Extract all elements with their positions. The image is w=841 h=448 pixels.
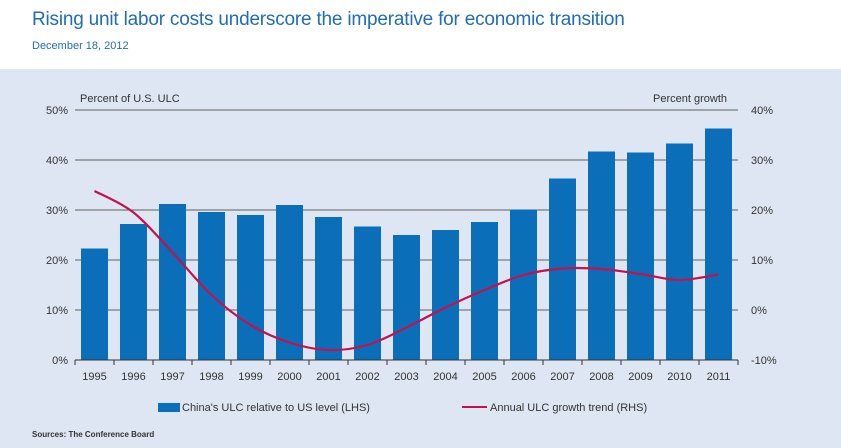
left-tick-label: 20% bbox=[46, 255, 68, 267]
bar bbox=[237, 215, 264, 360]
bar-series bbox=[81, 128, 732, 360]
bar bbox=[159, 204, 186, 360]
right-tick-label: 0% bbox=[751, 305, 767, 317]
bar bbox=[432, 230, 459, 360]
x-tick-label: 1997 bbox=[160, 371, 184, 383]
x-tick-label: 2008 bbox=[589, 371, 613, 383]
bar bbox=[393, 235, 420, 360]
x-tick-label: 2009 bbox=[628, 371, 652, 383]
left-tick-label: 30% bbox=[46, 205, 68, 217]
left-tick-label: 10% bbox=[46, 305, 68, 317]
right-tick-label: 10% bbox=[751, 255, 773, 267]
axes: 0% 10% 20% 30% 40% 50% -10% 0% 10% 20% 30% 40% 1995 1… bbox=[46, 105, 777, 383]
right-axis-title: Percent growth bbox=[653, 93, 727, 105]
legend: China's ULC relative to US level (LHS) A… bbox=[158, 402, 647, 414]
right-tick-label: 40% bbox=[751, 105, 773, 117]
bar bbox=[120, 224, 147, 360]
bar bbox=[354, 226, 381, 360]
x-tick-label: 2006 bbox=[511, 371, 535, 383]
x-tick-label: 1995 bbox=[82, 371, 106, 383]
right-tick-label: 20% bbox=[751, 205, 773, 217]
chart-date: December 18, 2012 bbox=[32, 40, 129, 52]
bar bbox=[627, 152, 654, 360]
bar bbox=[666, 143, 693, 360]
x-tick-label: 2003 bbox=[394, 371, 418, 383]
x-tick-label: 2002 bbox=[355, 371, 379, 383]
growth-trend-line bbox=[93, 190, 719, 352]
bar bbox=[705, 128, 732, 360]
x-tick-label: 1999 bbox=[238, 371, 262, 383]
left-tick-label: 0% bbox=[52, 355, 68, 367]
x-tick-label: 1998 bbox=[199, 371, 223, 383]
x-tick-label: 2007 bbox=[550, 371, 574, 383]
x-tick-label: 2001 bbox=[316, 371, 340, 383]
left-tick-label: 50% bbox=[46, 105, 68, 117]
bar bbox=[276, 205, 303, 360]
right-tick-label: -10% bbox=[751, 355, 777, 367]
right-tick-label: 30% bbox=[751, 155, 773, 167]
line-series bbox=[93, 190, 719, 352]
left-axis-title: Percent of U.S. ULC bbox=[80, 93, 180, 105]
x-tick-label: 1996 bbox=[121, 371, 145, 383]
bar bbox=[588, 151, 615, 360]
x-tick-label: 2005 bbox=[472, 371, 496, 383]
x-tick-label: 2010 bbox=[667, 371, 691, 383]
bar bbox=[510, 209, 537, 360]
left-tick-label: 40% bbox=[46, 155, 68, 167]
bar bbox=[315, 217, 342, 360]
x-tick-label: 2004 bbox=[433, 371, 457, 383]
legend-bar-label: China's ULC relative to US level (LHS) bbox=[182, 402, 370, 414]
x-tick-label: 2011 bbox=[707, 371, 731, 383]
legend-line-label: Annual ULC growth trend (RHS) bbox=[490, 402, 647, 414]
bar bbox=[81, 248, 108, 360]
x-tick-label: 2000 bbox=[277, 371, 301, 383]
source-note: Sources: The Conference Board bbox=[32, 430, 155, 439]
chart-title: Rising unit labor costs underscore the i… bbox=[32, 9, 625, 30]
legend-bar-swatch bbox=[158, 403, 180, 412]
